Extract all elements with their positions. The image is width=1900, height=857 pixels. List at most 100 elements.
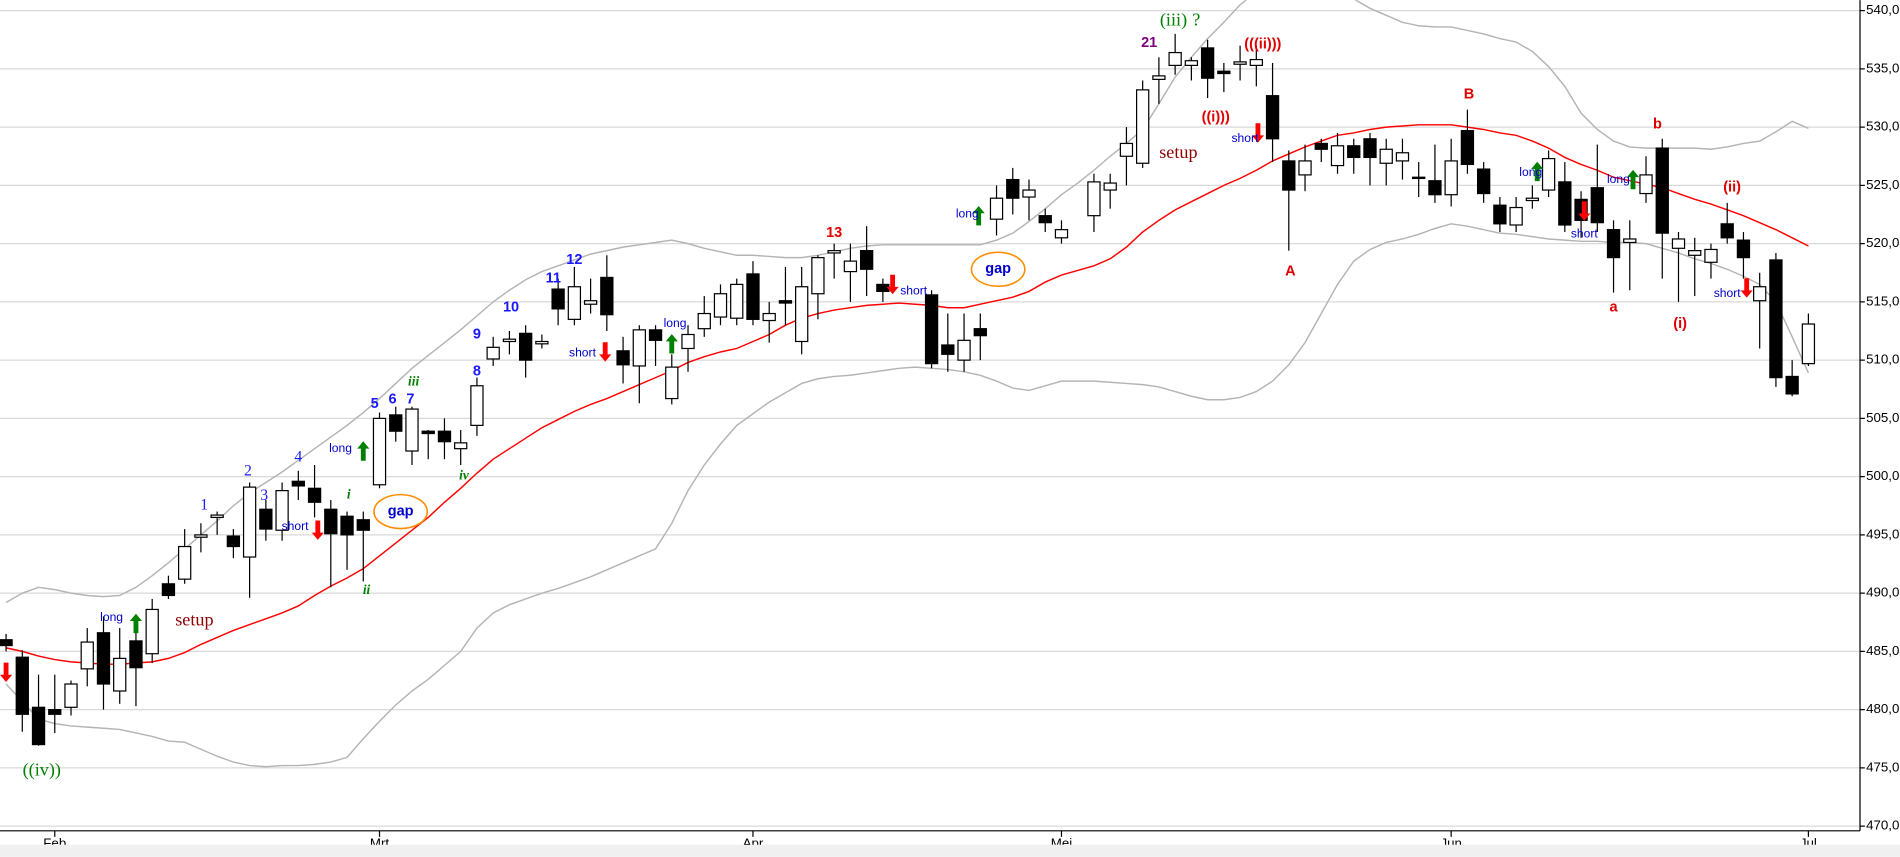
candle-body bbox=[973, 328, 987, 337]
candle-body bbox=[0, 639, 13, 647]
candle-body bbox=[1152, 75, 1166, 80]
candle-body bbox=[1493, 204, 1507, 225]
annotation-circle bbox=[373, 493, 429, 530]
candle-body bbox=[96, 632, 111, 685]
signal-arrow bbox=[129, 613, 143, 634]
y-tick-label: 490,00 bbox=[1866, 585, 1900, 600]
candle-body bbox=[1038, 215, 1052, 224]
candle-body bbox=[356, 519, 370, 531]
candle-body bbox=[1623, 238, 1637, 244]
annotation: short bbox=[282, 519, 310, 533]
candle-body bbox=[583, 300, 598, 305]
candle-body bbox=[80, 641, 94, 670]
signal-arrow bbox=[1626, 169, 1640, 190]
annotation: 13 bbox=[826, 225, 842, 241]
candle-body bbox=[632, 329, 646, 367]
candle-body bbox=[1184, 60, 1199, 66]
y-tick-label: 495,00 bbox=[1866, 526, 1900, 541]
candle-body bbox=[129, 640, 143, 669]
annotation: long bbox=[329, 441, 352, 455]
candle-body bbox=[1541, 157, 1556, 191]
candle-body bbox=[145, 608, 159, 655]
annotation: 4 bbox=[294, 449, 302, 466]
y-tick-label: 480,00 bbox=[1866, 701, 1900, 716]
y-tick-label: 510,00 bbox=[1866, 352, 1900, 367]
signal-arrow bbox=[665, 334, 678, 354]
candle-body bbox=[1249, 58, 1263, 66]
annotation: B bbox=[1464, 86, 1475, 102]
plot-area: ((iv))setuplong1234shortiiiiiiivlonggap5… bbox=[0, 0, 1816, 781]
candle-body bbox=[1785, 375, 1799, 395]
candle-body bbox=[1217, 70, 1231, 75]
indicator-line bbox=[5, 0, 1809, 604]
candle-body bbox=[1265, 95, 1280, 140]
annotation: long bbox=[1519, 165, 1542, 179]
annotation: 2 bbox=[244, 463, 252, 480]
candle-body bbox=[1671, 238, 1686, 249]
candle-body bbox=[1136, 89, 1150, 164]
candle-body bbox=[1022, 189, 1036, 198]
candle-body bbox=[1347, 145, 1361, 159]
candle-body bbox=[535, 340, 549, 345]
candle-body bbox=[730, 283, 744, 319]
status-bar bbox=[0, 844, 1900, 857]
annotation: 3 bbox=[260, 487, 268, 504]
signal-arrow bbox=[599, 342, 612, 362]
candle-body bbox=[242, 486, 257, 558]
y-tick-label: 540,00 bbox=[1866, 2, 1900, 17]
candle-body bbox=[1119, 142, 1134, 157]
candle-body bbox=[518, 332, 533, 361]
candle-body bbox=[778, 300, 793, 304]
candle-body bbox=[1639, 174, 1653, 195]
signal-arrow bbox=[972, 205, 985, 226]
candle-body bbox=[437, 430, 452, 443]
candle-body bbox=[1006, 178, 1020, 199]
y-tick-label: 525,00 bbox=[1866, 177, 1900, 192]
candle-body bbox=[616, 350, 630, 366]
candle-body bbox=[1769, 259, 1783, 379]
candle-body bbox=[746, 273, 760, 320]
candle-body bbox=[15, 656, 29, 715]
y-tick-label: 475,00 bbox=[1866, 759, 1900, 774]
annotation: A bbox=[1285, 263, 1296, 279]
candle-body bbox=[259, 508, 273, 530]
annotation: setup bbox=[1159, 142, 1197, 162]
annotation: ((iv)) bbox=[23, 760, 61, 781]
candle-body bbox=[275, 490, 289, 531]
y-tick-label: 505,00 bbox=[1866, 410, 1900, 425]
annotation: 12 bbox=[566, 252, 582, 268]
annotation: gap bbox=[388, 503, 414, 519]
annotation: iv bbox=[459, 468, 470, 483]
annotation: 8 bbox=[473, 364, 481, 380]
annotation: (ii) bbox=[1723, 180, 1741, 196]
candle-body bbox=[1233, 61, 1247, 65]
annotation: short bbox=[1231, 131, 1259, 145]
candle-body bbox=[48, 709, 62, 715]
candle-body bbox=[1395, 152, 1410, 162]
candle-body bbox=[600, 276, 614, 316]
candle-body bbox=[843, 260, 858, 273]
candle-body bbox=[827, 250, 841, 254]
annotation: long bbox=[1607, 172, 1630, 186]
annotation: 10 bbox=[503, 300, 519, 316]
candle-body bbox=[989, 197, 1004, 220]
candle-body bbox=[1801, 323, 1816, 365]
candle-body bbox=[372, 417, 387, 486]
candle-body bbox=[210, 514, 224, 519]
candle-body bbox=[194, 534, 208, 538]
signal-arrow bbox=[311, 520, 324, 540]
candle-body bbox=[1412, 176, 1426, 180]
candle-body bbox=[340, 515, 354, 536]
candle-body bbox=[1282, 160, 1296, 191]
annotation: long bbox=[956, 207, 979, 221]
signal-arrow bbox=[0, 662, 13, 683]
candle-body bbox=[1054, 229, 1069, 239]
annotation: ((i))) bbox=[1202, 110, 1230, 126]
candle-body bbox=[421, 430, 435, 435]
annotation: short bbox=[900, 284, 928, 298]
candle-body bbox=[1087, 181, 1101, 217]
annotation: short bbox=[1714, 286, 1742, 300]
